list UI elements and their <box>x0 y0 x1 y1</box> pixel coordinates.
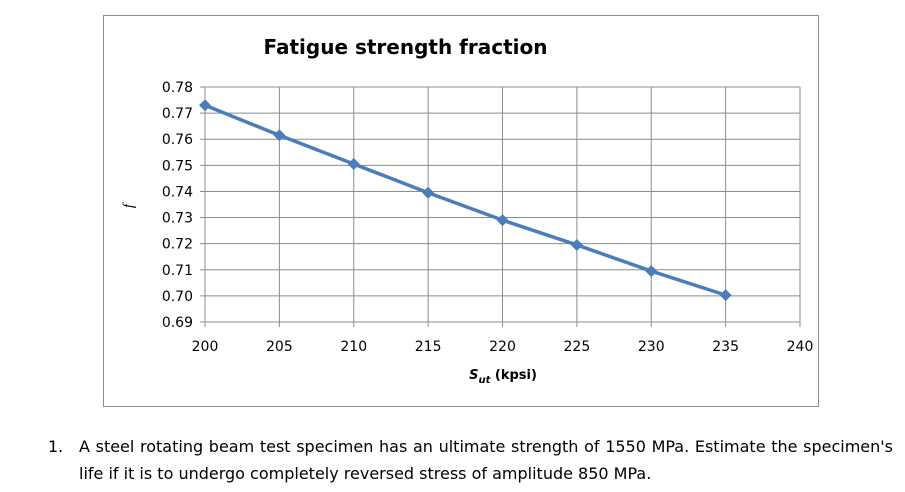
y-tick-label: 0.77 <box>162 106 193 122</box>
x-tick-label: 225 <box>564 339 591 355</box>
question-number: 1. <box>48 437 64 456</box>
data-point <box>570 238 583 251</box>
y-tick-label: 0.75 <box>162 158 193 174</box>
data-point <box>199 99 211 112</box>
y-tick-label: 0.78 <box>162 80 193 96</box>
grid-lines <box>205 86 801 322</box>
question-text: A steel rotating beam test specimen has … <box>79 437 893 483</box>
x-tick-label: 215 <box>415 339 442 355</box>
chart-frame <box>103 15 819 407</box>
x-tick-label: 205 <box>266 339 293 355</box>
series-line <box>204 103 727 297</box>
question: 1. A steel rotating beam test specimen h… <box>48 433 893 487</box>
x-tick-label: 240 <box>787 339 814 355</box>
y-tick-label: 0.76 <box>162 132 193 148</box>
data-point <box>496 214 509 227</box>
data-point <box>645 265 658 278</box>
y-tick-label: 0.72 <box>162 237 193 253</box>
data-point <box>719 289 732 302</box>
chart-title: Fatigue strength fraction <box>263 35 548 59</box>
y-tick-label: 0.71 <box>162 263 193 279</box>
x-tick-label: 230 <box>638 339 665 355</box>
x-tick-label: 220 <box>489 339 516 355</box>
y-tick-labels: 0.69 0.70 0.71 0.72 0.73 0.74 0.75 0.76 0.77 0.78 <box>162 80 193 331</box>
y-tick-label: 0.69 <box>162 315 193 331</box>
x-tick-label: 200 <box>192 339 219 355</box>
data-point <box>273 129 286 142</box>
axes <box>200 86 801 327</box>
x-tick-label: 235 <box>712 339 739 355</box>
x-tick-label: 210 <box>340 339 367 355</box>
y-tick-label: 0.73 <box>162 211 193 227</box>
data-point <box>347 158 360 171</box>
y-tick-label: 0.74 <box>162 184 193 200</box>
y-axis-label: f <box>121 202 137 208</box>
y-tick-label: 0.70 <box>162 289 193 305</box>
data-point <box>422 186 435 199</box>
x-axis-label: Sut (kpsi) <box>469 368 537 386</box>
series <box>199 99 732 302</box>
x-tick-labels: 200 205 210 215 220 225 230 235 240 <box>192 339 814 355</box>
